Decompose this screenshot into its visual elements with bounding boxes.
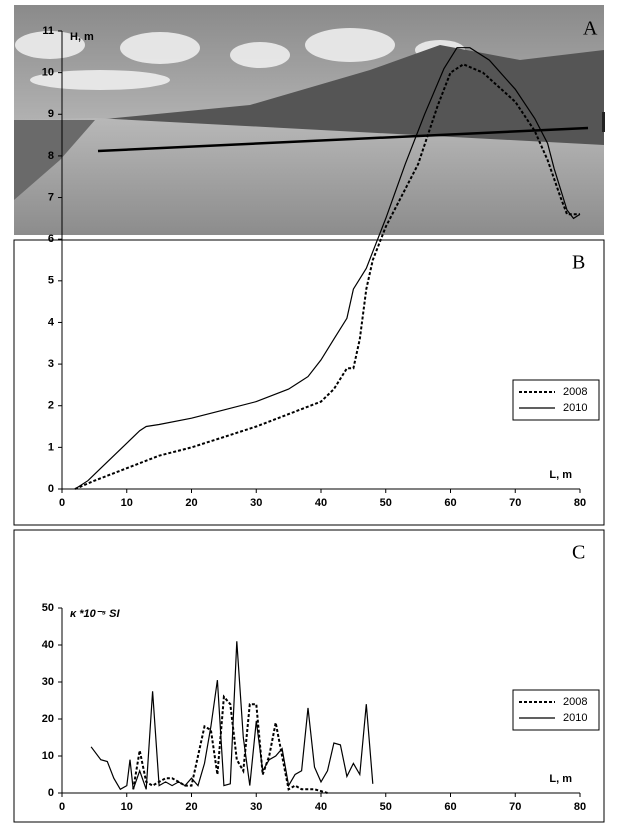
y-axis-label: κ *10⁻⁵ SI xyxy=(70,608,120,620)
chart: 0 1 2 3 4 5 6 7 8 9 10 11 0 10 20 30 40 50 60 70 80 H, m L, m B… xyxy=(13,25,605,526)
photo: A xyxy=(14,5,605,235)
x-tick-label: 0 xyxy=(59,497,65,509)
x-tick-label: 50 xyxy=(380,801,392,813)
y-tick-label: 7 xyxy=(48,191,54,203)
chart: 0 10 20 30 40 50 0 10 20 30 40 50 60 70 80 κ *10⁻⁵ SI L,… xyxy=(13,529,605,823)
x-tick-label: 60 xyxy=(444,801,456,813)
photo-profile-line xyxy=(97,126,589,153)
y-tick-label: 5 xyxy=(48,275,54,287)
y-tick-label: 50 xyxy=(42,602,54,614)
y-axis-label: H, m xyxy=(70,31,94,43)
y-tick-label: 11 xyxy=(42,25,54,37)
legend-label: 2010 xyxy=(563,712,587,724)
legend-label: 2008 xyxy=(563,696,587,708)
data-line xyxy=(90,641,374,791)
x-tick-label: 30 xyxy=(250,497,262,509)
x-tick-label: 50 xyxy=(380,497,392,509)
y-tick-label: 10 xyxy=(42,750,54,762)
x-tick-label: 60 xyxy=(444,497,456,509)
x-tick-label: 80 xyxy=(574,801,586,813)
x-axis-label: L, m xyxy=(549,773,572,785)
x-axis-label: L, m xyxy=(549,469,572,481)
y-tick-label: 10 xyxy=(42,67,54,79)
panel-label: A xyxy=(583,18,598,40)
data-line xyxy=(74,47,581,490)
y-tick-label: 4 xyxy=(48,316,55,328)
y-tick-label: 40 xyxy=(42,639,54,651)
y-tick-label: 0 xyxy=(48,787,54,799)
data-line xyxy=(132,694,328,794)
y-tick-label: 3 xyxy=(48,358,54,370)
chart-frame xyxy=(13,239,605,526)
y-tick-label: 2 xyxy=(48,400,54,412)
photo-sea xyxy=(14,120,95,200)
y-tick-label: 20 xyxy=(42,713,54,725)
x-tick-label: 40 xyxy=(315,801,327,813)
panel-label: C xyxy=(572,542,585,564)
y-tick-label: 6 xyxy=(48,233,54,245)
y-tick-label: 0 xyxy=(48,483,54,495)
legend-label: 2008 xyxy=(563,386,587,398)
photo-person xyxy=(602,112,605,132)
x-tick-label: 40 xyxy=(315,497,327,509)
photo-dunes xyxy=(95,45,604,150)
legend-label: 2010 xyxy=(563,402,587,414)
x-tick-label: 70 xyxy=(509,497,521,509)
x-tick-label: 30 xyxy=(250,801,262,813)
panel-label: B xyxy=(572,252,585,274)
chart-frame xyxy=(13,529,605,823)
x-tick-label: 20 xyxy=(185,497,197,509)
y-tick-label: 1 xyxy=(48,441,54,453)
x-tick-label: 10 xyxy=(121,801,133,813)
data-line xyxy=(74,63,580,490)
legend-box xyxy=(512,689,600,731)
x-tick-label: 80 xyxy=(574,497,586,509)
x-tick-label: 70 xyxy=(509,801,521,813)
y-tick-label: 30 xyxy=(42,676,54,688)
x-tick-label: 10 xyxy=(121,497,133,509)
x-tick-label: 20 xyxy=(185,801,197,813)
y-tick-label: 8 xyxy=(48,150,54,162)
y-tick-label: 9 xyxy=(48,108,54,120)
x-tick-label: 0 xyxy=(59,801,65,813)
legend-box xyxy=(512,379,600,421)
